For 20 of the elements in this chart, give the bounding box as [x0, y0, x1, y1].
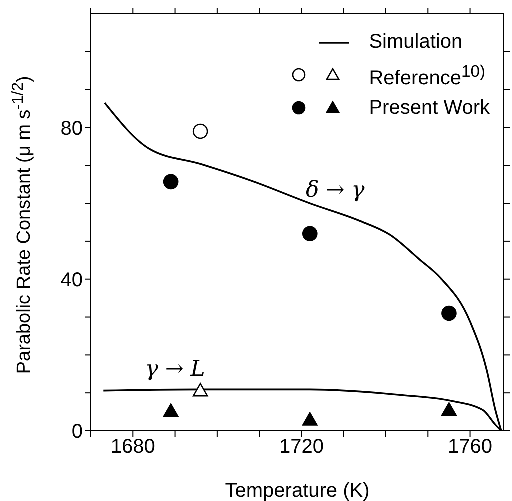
point	[192, 124, 208, 140]
x-axis-title: Temperature (K)	[225, 480, 370, 501]
y-tick-label: 80	[60, 118, 83, 140]
x-tick-label: 1680	[110, 436, 156, 458]
y-tick-label: 0	[72, 421, 83, 444]
legend-label: Simulation	[369, 30, 463, 55]
annotation: γ → L	[145, 357, 206, 382]
annotation: δ → γ	[306, 178, 366, 204]
point	[302, 412, 318, 426]
x-tick-label: 1720	[279, 436, 324, 458]
legend-label: Reference$^{10)}$	[369, 61, 486, 92]
point	[163, 174, 179, 190]
point	[302, 226, 318, 242]
point	[192, 383, 208, 397]
legend-label: Present Work	[369, 96, 490, 121]
point	[442, 306, 457, 322]
y-tick-label: 40	[60, 269, 83, 292]
point	[163, 404, 179, 418]
point	[442, 402, 457, 416]
x-tick-label: 1760	[448, 436, 493, 458]
